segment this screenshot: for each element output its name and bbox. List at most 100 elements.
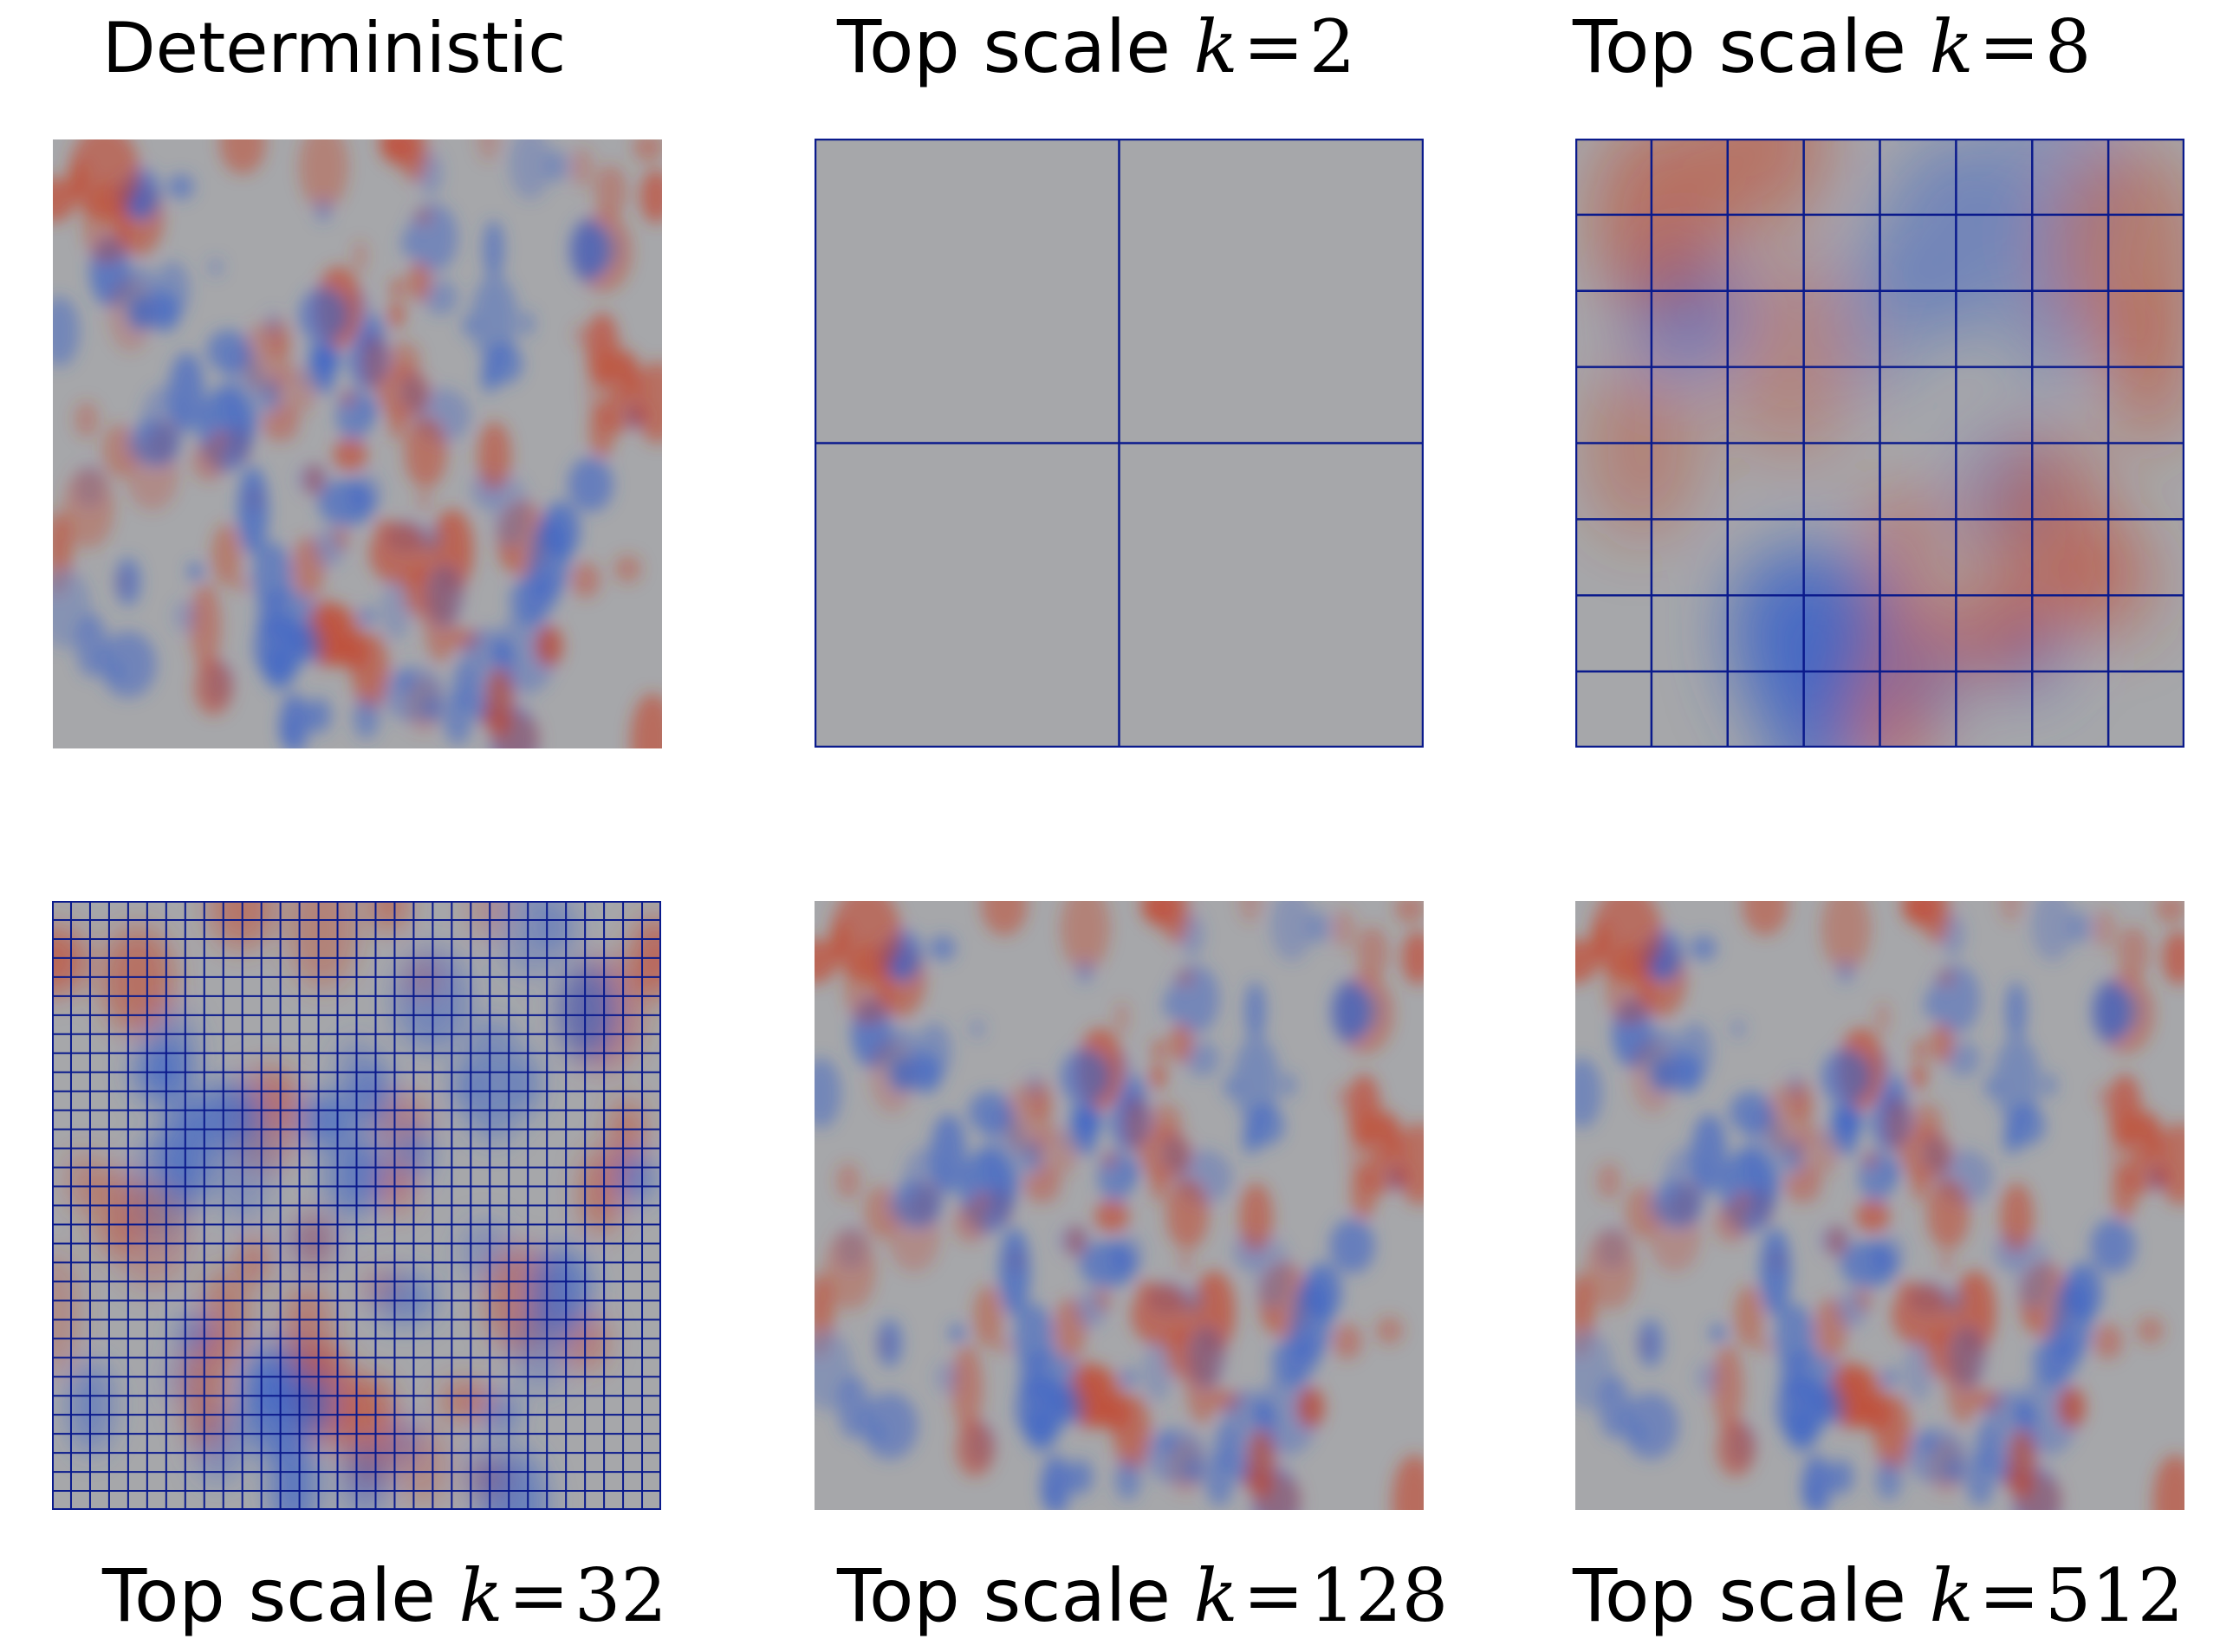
warm-blob	[1375, 1316, 1403, 1344]
cool-blob	[353, 1060, 393, 1131]
cool-blob	[1983, 1077, 1999, 1098]
warm-blob	[440, 1382, 491, 1420]
cool-blob	[400, 230, 412, 257]
warm-blob	[1899, 1127, 1952, 1182]
cool-blob	[296, 463, 330, 495]
warm-blob	[404, 417, 447, 489]
warm-blob	[1904, 901, 1940, 929]
title-prefix: Top scale	[1573, 1553, 1906, 1638]
cool-blob	[364, 394, 377, 425]
cool-blob	[1821, 1048, 1871, 1105]
cool-blob	[285, 1215, 340, 1266]
warm-blob	[190, 583, 222, 671]
cool-blob	[1183, 1286, 1204, 1315]
warm-blob	[2136, 1316, 2164, 1344]
warm-blob	[1930, 1023, 1954, 1064]
warm-blob	[407, 960, 438, 996]
panel-title-deterministic: Deterministic	[102, 14, 566, 83]
warm-blob	[407, 262, 432, 302]
warm-blob	[485, 667, 514, 739]
cool-blob	[1169, 964, 1220, 1034]
cool-blob	[154, 261, 191, 320]
panel-title-k512: Top scale k=512	[1573, 1559, 2184, 1632]
warm-blob	[391, 278, 404, 298]
warm-blob	[956, 1421, 995, 1477]
warm-blob	[101, 926, 174, 1034]
cool-blob	[68, 1360, 114, 1454]
warm-blob	[2155, 901, 2184, 924]
warm-blob	[1260, 1307, 1281, 1327]
warm-blob	[994, 1339, 1012, 1354]
panel-title-k2: Top scale k=2	[837, 10, 1355, 83]
warm-blob	[585, 345, 647, 434]
field-panel-deterministic	[53, 139, 662, 748]
field-panel-k128	[815, 901, 1424, 1510]
k-value: 8	[2044, 4, 2092, 89]
warm-blob	[1334, 1085, 1352, 1108]
cool-blob	[1110, 1240, 1123, 1266]
cool-blob	[1886, 1156, 1899, 1187]
mesh-grid	[52, 901, 661, 1510]
cool-blob	[471, 275, 518, 364]
k-value: 128	[1308, 1553, 1449, 1638]
cool-blob	[544, 150, 570, 183]
warm-blob	[581, 1149, 622, 1234]
warm-blob	[1392, 1454, 1424, 1510]
cool-blob	[484, 343, 523, 385]
cool-blob	[1677, 1022, 1713, 1081]
warm-blob	[232, 578, 250, 593]
panel-title-k32: Top scale k=32	[102, 1559, 667, 1632]
warm-blob	[1238, 901, 1262, 923]
cool-blob	[512, 1309, 568, 1391]
cool-blob	[208, 257, 224, 277]
cool-blob	[1077, 961, 1094, 984]
cool-blob	[425, 564, 464, 628]
cool-blob	[305, 697, 332, 733]
warm-blob	[1938, 969, 1954, 988]
cool-blob	[533, 901, 581, 957]
cool-blob	[1185, 1458, 1204, 1486]
cool-blob	[529, 518, 570, 600]
cool-blob	[357, 1143, 382, 1200]
mesh-grid	[1575, 139, 2184, 748]
warm-blob	[2093, 1323, 2123, 1360]
warm-blob	[2116, 298, 2184, 445]
cool-blob	[1730, 1019, 1746, 1039]
warm-blob	[981, 901, 1028, 936]
warm-blob	[1838, 1366, 1884, 1428]
warm-blob	[1913, 1040, 1926, 1059]
cool-blob	[2100, 988, 2143, 1034]
cool-blob	[1760, 1228, 1791, 1317]
warm-blob	[1596, 1163, 1622, 1200]
warm-blob	[1586, 1228, 1637, 1311]
k-symbol: k	[1193, 1553, 1238, 1638]
warm-blob	[353, 240, 367, 273]
warm-blob	[1332, 1323, 1362, 1360]
cool-blob	[970, 1019, 985, 1039]
field-k32	[52, 901, 661, 1510]
field-deterministic	[53, 139, 662, 748]
cool-blob	[1126, 1156, 1139, 1187]
warm-blob	[2008, 1428, 2036, 1500]
field-panel-k512	[1575, 901, 2184, 1510]
cool-blob	[1246, 1105, 1285, 1146]
cool-blob	[2067, 911, 2093, 944]
warm-blob	[1592, 139, 1730, 320]
warm-blob	[381, 139, 418, 167]
field-k8	[1575, 139, 2184, 748]
cool-blob	[373, 1273, 437, 1325]
cool-blob	[522, 310, 534, 337]
warm-blob	[973, 1285, 1003, 1348]
warm-blob	[613, 554, 642, 583]
warm-blob	[594, 165, 627, 219]
cool-blob	[168, 352, 205, 432]
cool-blob	[1061, 1124, 1095, 1151]
cool-blob	[1882, 1368, 1897, 1389]
warm-blob	[976, 1191, 988, 1209]
warm-blob	[1123, 1096, 1148, 1151]
warm-blob	[570, 561, 600, 599]
warm-blob	[825, 1228, 876, 1311]
warm-blob	[1854, 1286, 1873, 1313]
cool-blob	[1162, 992, 1173, 1019]
warm-blob	[1866, 489, 1947, 561]
